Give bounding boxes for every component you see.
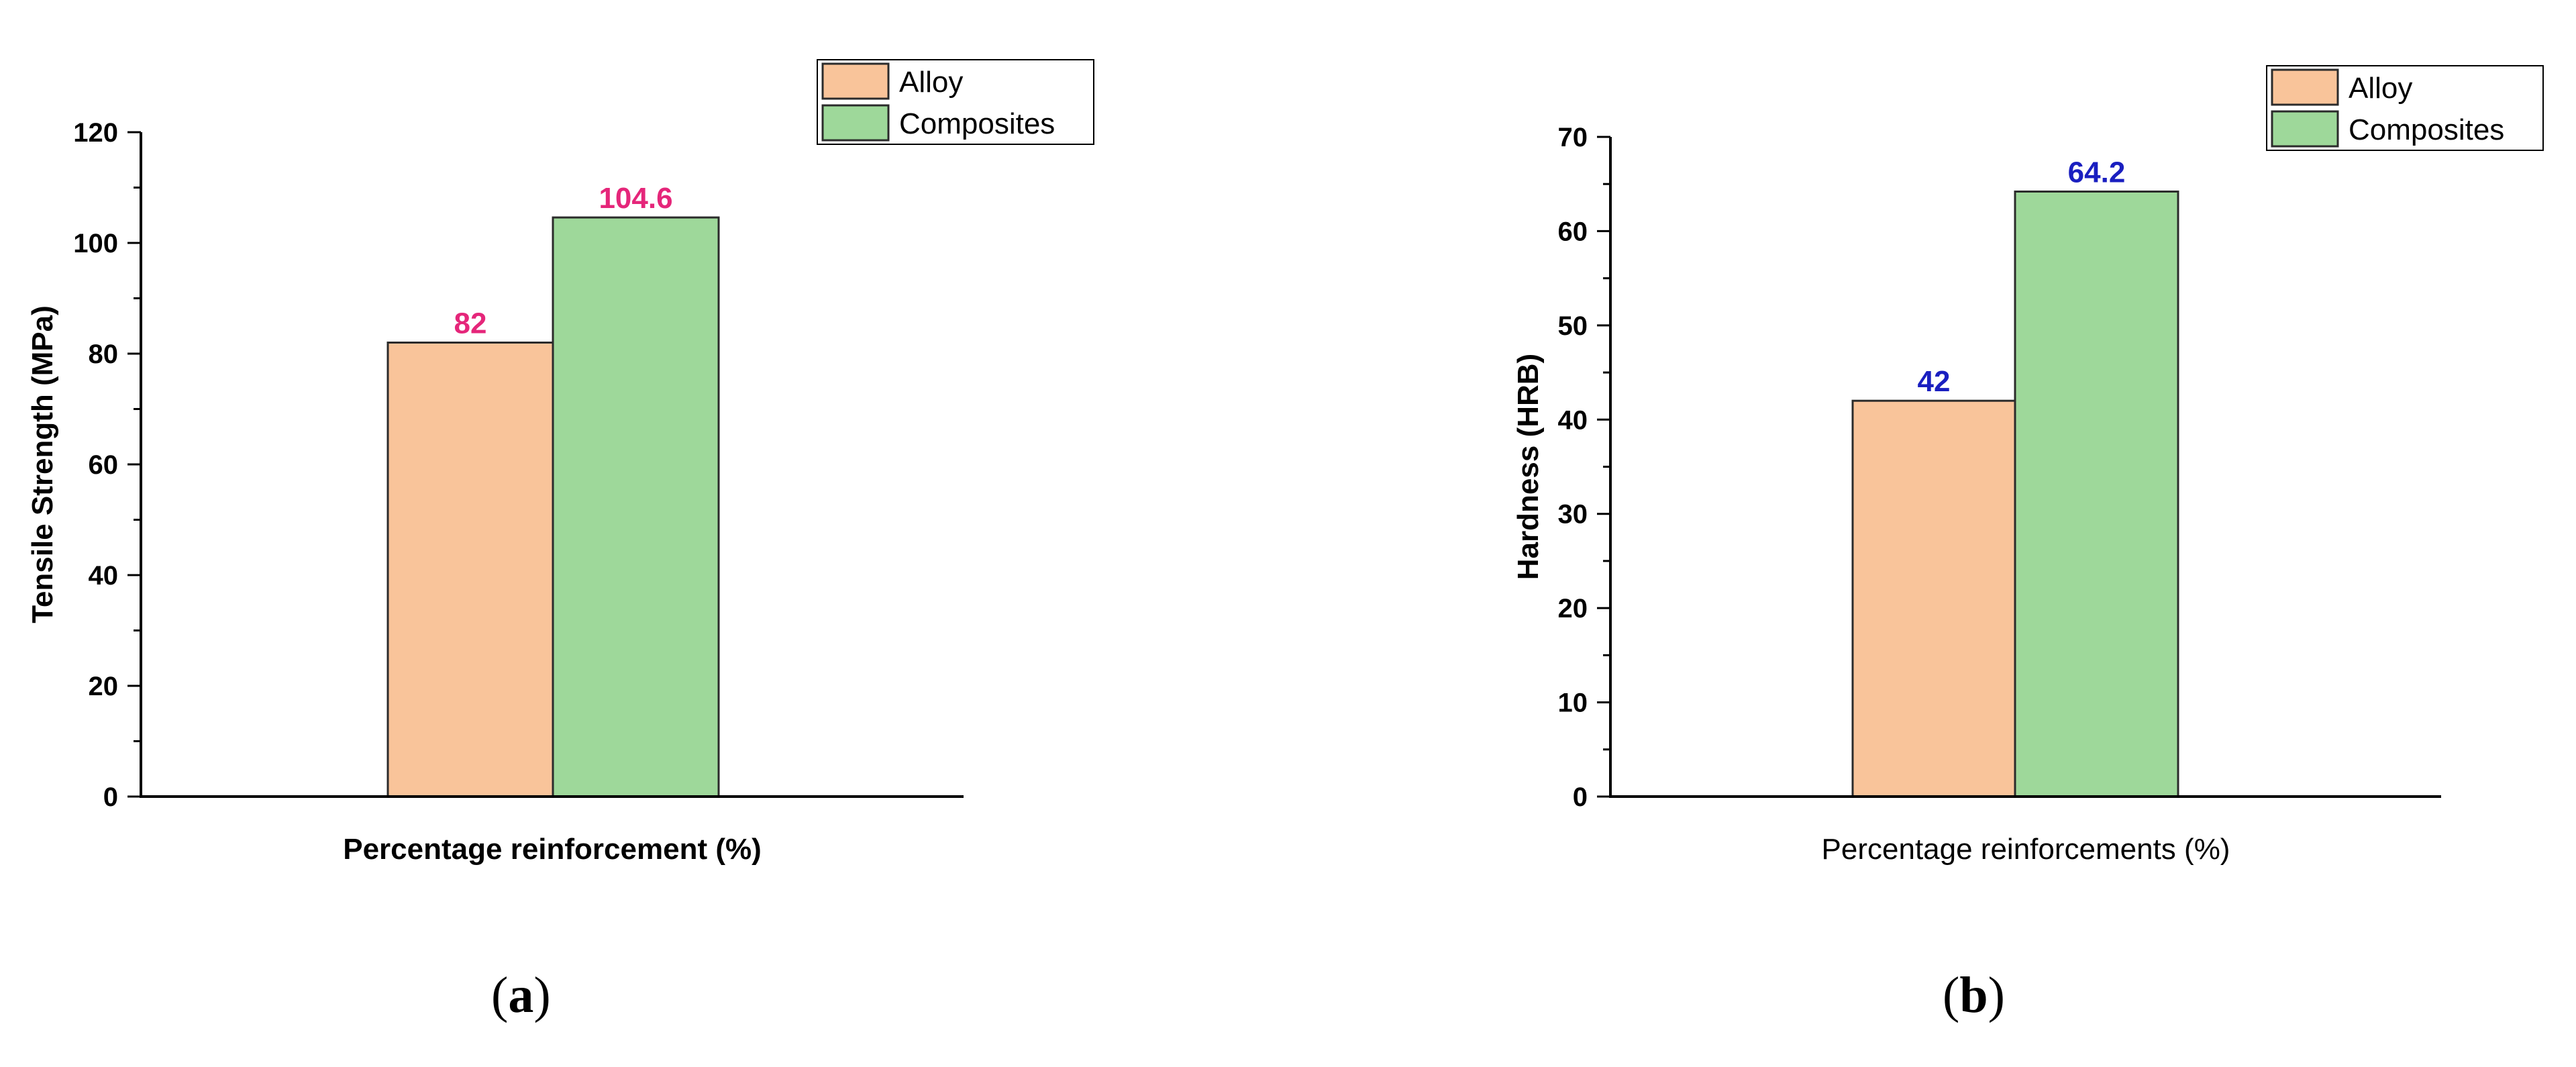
panel-a-data-label-composites: 104.6 xyxy=(599,182,672,215)
panel-b-y-tick-label: 30 xyxy=(1558,500,1588,529)
panel-label-b: (b) xyxy=(1943,967,2005,1023)
panel-b-x-axis-title: Percentage reinforcements (%) xyxy=(1822,833,2230,866)
panel-b-y-tick-label: 40 xyxy=(1558,405,1588,435)
panel-b-legend-swatch-alloy xyxy=(2271,68,2339,106)
panel-b-y-tick-label: 10 xyxy=(1558,689,1588,718)
panel-a-x-axis-title: Percentage reinforcement (%) xyxy=(343,833,762,866)
panel-a-y-tick-label: 40 xyxy=(89,561,119,591)
panel-a-legend-label-composites: Composites xyxy=(899,107,1055,140)
panel-b-y-tick-label: 20 xyxy=(1558,594,1588,623)
panel-a-legend-swatch-composites xyxy=(821,104,890,142)
panel-b-legend-label-alloy: Alloy xyxy=(2349,72,2412,105)
panel-a-bar-composites xyxy=(552,216,720,798)
panel-b-y-tick-label: 50 xyxy=(1558,311,1588,341)
panel-a-legend-swatch-alloy xyxy=(821,62,890,100)
panel-b-data-label-composites: 64.2 xyxy=(2068,156,2126,189)
panel-label-a-letter: a xyxy=(508,967,534,1023)
panel-b-legend-swatch-composites xyxy=(2271,110,2339,148)
panel-a-bar-alloy xyxy=(387,342,554,798)
panel-b-bar-alloy xyxy=(1851,399,2016,798)
panel-b-y-axis-title: Hardness (HRB) xyxy=(1512,354,1545,580)
panel-b-y-tick-label: 60 xyxy=(1558,217,1588,246)
panel-a-legend: Alloy Composites xyxy=(817,59,1094,145)
panel-b-legend: Alloy Composites xyxy=(2266,65,2544,151)
panel-b-bar-composites xyxy=(2014,190,2179,798)
panel-a-y-tick-label: 0 xyxy=(103,782,118,812)
panel-a-y-tick-label: 60 xyxy=(89,450,119,480)
panel-a-data-label-alloy: 82 xyxy=(454,307,487,340)
panel-label-b-letter: b xyxy=(1959,967,1988,1023)
panel-b-y-tick-label: 0 xyxy=(1573,782,1588,812)
chart-panel-b: 42 64.2 0 10 20 30 40 50 60 70 Hardness (HRB) Perce… xyxy=(1512,65,2544,866)
panel-a-y-tick-label: 100 xyxy=(73,229,118,258)
panel-a-y-axis-title: Tensile Strength (MPa) xyxy=(26,305,59,623)
panel-label-a: (a) xyxy=(491,967,551,1023)
panel-a-y-tick-label: 120 xyxy=(73,118,118,148)
panel-a-y-tick-label: 20 xyxy=(89,672,119,701)
panel-b-data-label-alloy: 42 xyxy=(1918,365,1951,398)
chart-panel-a: 82 104.6 0 20 40 60 80 100 120 Tensile Strength (… xyxy=(26,59,1094,866)
panel-a-y-tick-label: 80 xyxy=(89,340,119,369)
panel-b-y-tick-label: 70 xyxy=(1558,123,1588,152)
panel-b-legend-label-composites: Composites xyxy=(2349,113,2504,146)
panel-a-legend-label-alloy: Alloy xyxy=(899,66,963,99)
